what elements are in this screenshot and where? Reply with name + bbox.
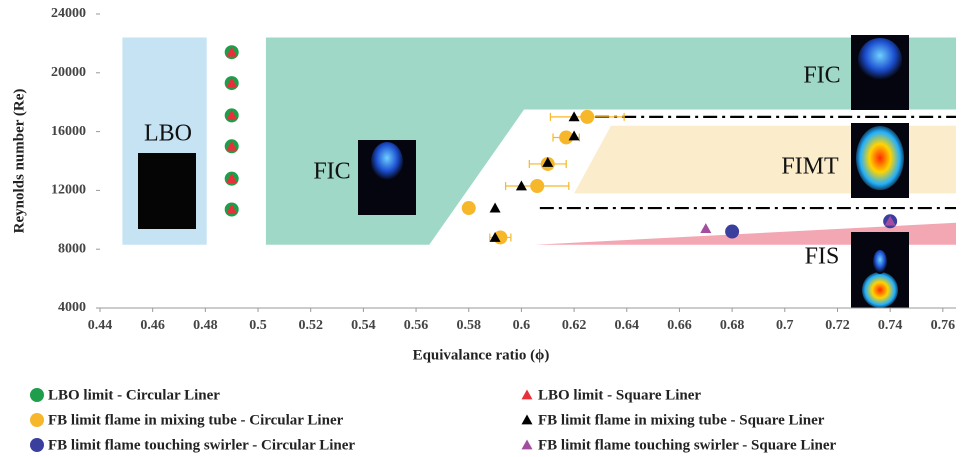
- point: [700, 223, 711, 233]
- y-tick-label: 20000: [51, 65, 86, 80]
- region-label: LBO: [144, 121, 192, 147]
- legend-label: FB limit flame touching swirler - Circul…: [48, 437, 355, 453]
- flame-photo: [856, 126, 904, 190]
- legend-marker: [30, 388, 44, 402]
- region-label: FIS: [805, 244, 840, 270]
- flame-photo: [862, 272, 898, 308]
- legend-label: LBO limit - Square Liner: [538, 387, 701, 403]
- y-tick-label: 4000: [58, 300, 86, 315]
- x-tick-label: 0.66: [667, 318, 692, 333]
- x-tick-label: 0.48: [193, 318, 218, 333]
- x-tick-label: 0.5: [249, 318, 267, 333]
- point: [530, 179, 544, 193]
- legend-marker: [522, 440, 533, 450]
- x-tick-label: 0.6: [513, 318, 531, 333]
- x-tick-label: 0.74: [878, 318, 903, 333]
- legend-marker: [30, 438, 44, 452]
- legend: LBO limit - Circular Liner LBO limit - Sq…: [30, 387, 837, 453]
- legend-label: FB limit flame in mixing tube - Square L…: [538, 412, 825, 428]
- point: [580, 110, 594, 124]
- x-axis-title: Equivalance ratio (ϕ): [413, 347, 550, 363]
- y-axis-title: Reynolds number (Re): [11, 89, 27, 234]
- region-label: FIC: [313, 159, 350, 185]
- x-tick-label: 0.54: [351, 318, 376, 333]
- flame-photo: [371, 142, 403, 182]
- chart: Equivalance ratio (ϕ) Reynolds number (R…: [0, 0, 962, 457]
- region-label: FIC: [803, 63, 840, 89]
- x-tick-label: 0.7: [776, 318, 794, 333]
- region-label: FIMT: [781, 154, 839, 180]
- x-tick-label: 0.72: [825, 318, 850, 333]
- x-tick-label: 0.62: [562, 318, 587, 333]
- x-tick-label: 0.44: [88, 318, 113, 333]
- legend-marker: [522, 415, 533, 425]
- legend-label: FB limit flame touching swirler - Square…: [538, 437, 837, 453]
- y-tick-label: 12000: [51, 183, 86, 198]
- flame-photo: [138, 153, 196, 229]
- x-tick-label: 0.52: [298, 318, 323, 333]
- point: [462, 201, 476, 215]
- point: [725, 225, 739, 239]
- x-tick-label: 0.56: [404, 318, 429, 333]
- legend-label: FB limit flame in mixing tube - Circular…: [48, 412, 344, 428]
- y-tick-label: 24000: [51, 6, 86, 21]
- flame-photo: [858, 38, 902, 82]
- x-tick-label: 0.64: [615, 318, 640, 333]
- legend-label: LBO limit - Circular Liner: [48, 387, 220, 403]
- flame-photo: [873, 250, 887, 274]
- y-tick-label: 16000: [51, 124, 86, 139]
- x-tick-label: 0.76: [931, 318, 956, 333]
- legend-marker: [522, 390, 533, 400]
- y-tick-label: 8000: [58, 241, 86, 256]
- x-tick-label: 0.58: [456, 318, 481, 333]
- point: [490, 203, 501, 213]
- legend-marker: [30, 413, 44, 427]
- x-tick-label: 0.68: [720, 318, 745, 333]
- x-tick-label: 0.46: [140, 318, 165, 333]
